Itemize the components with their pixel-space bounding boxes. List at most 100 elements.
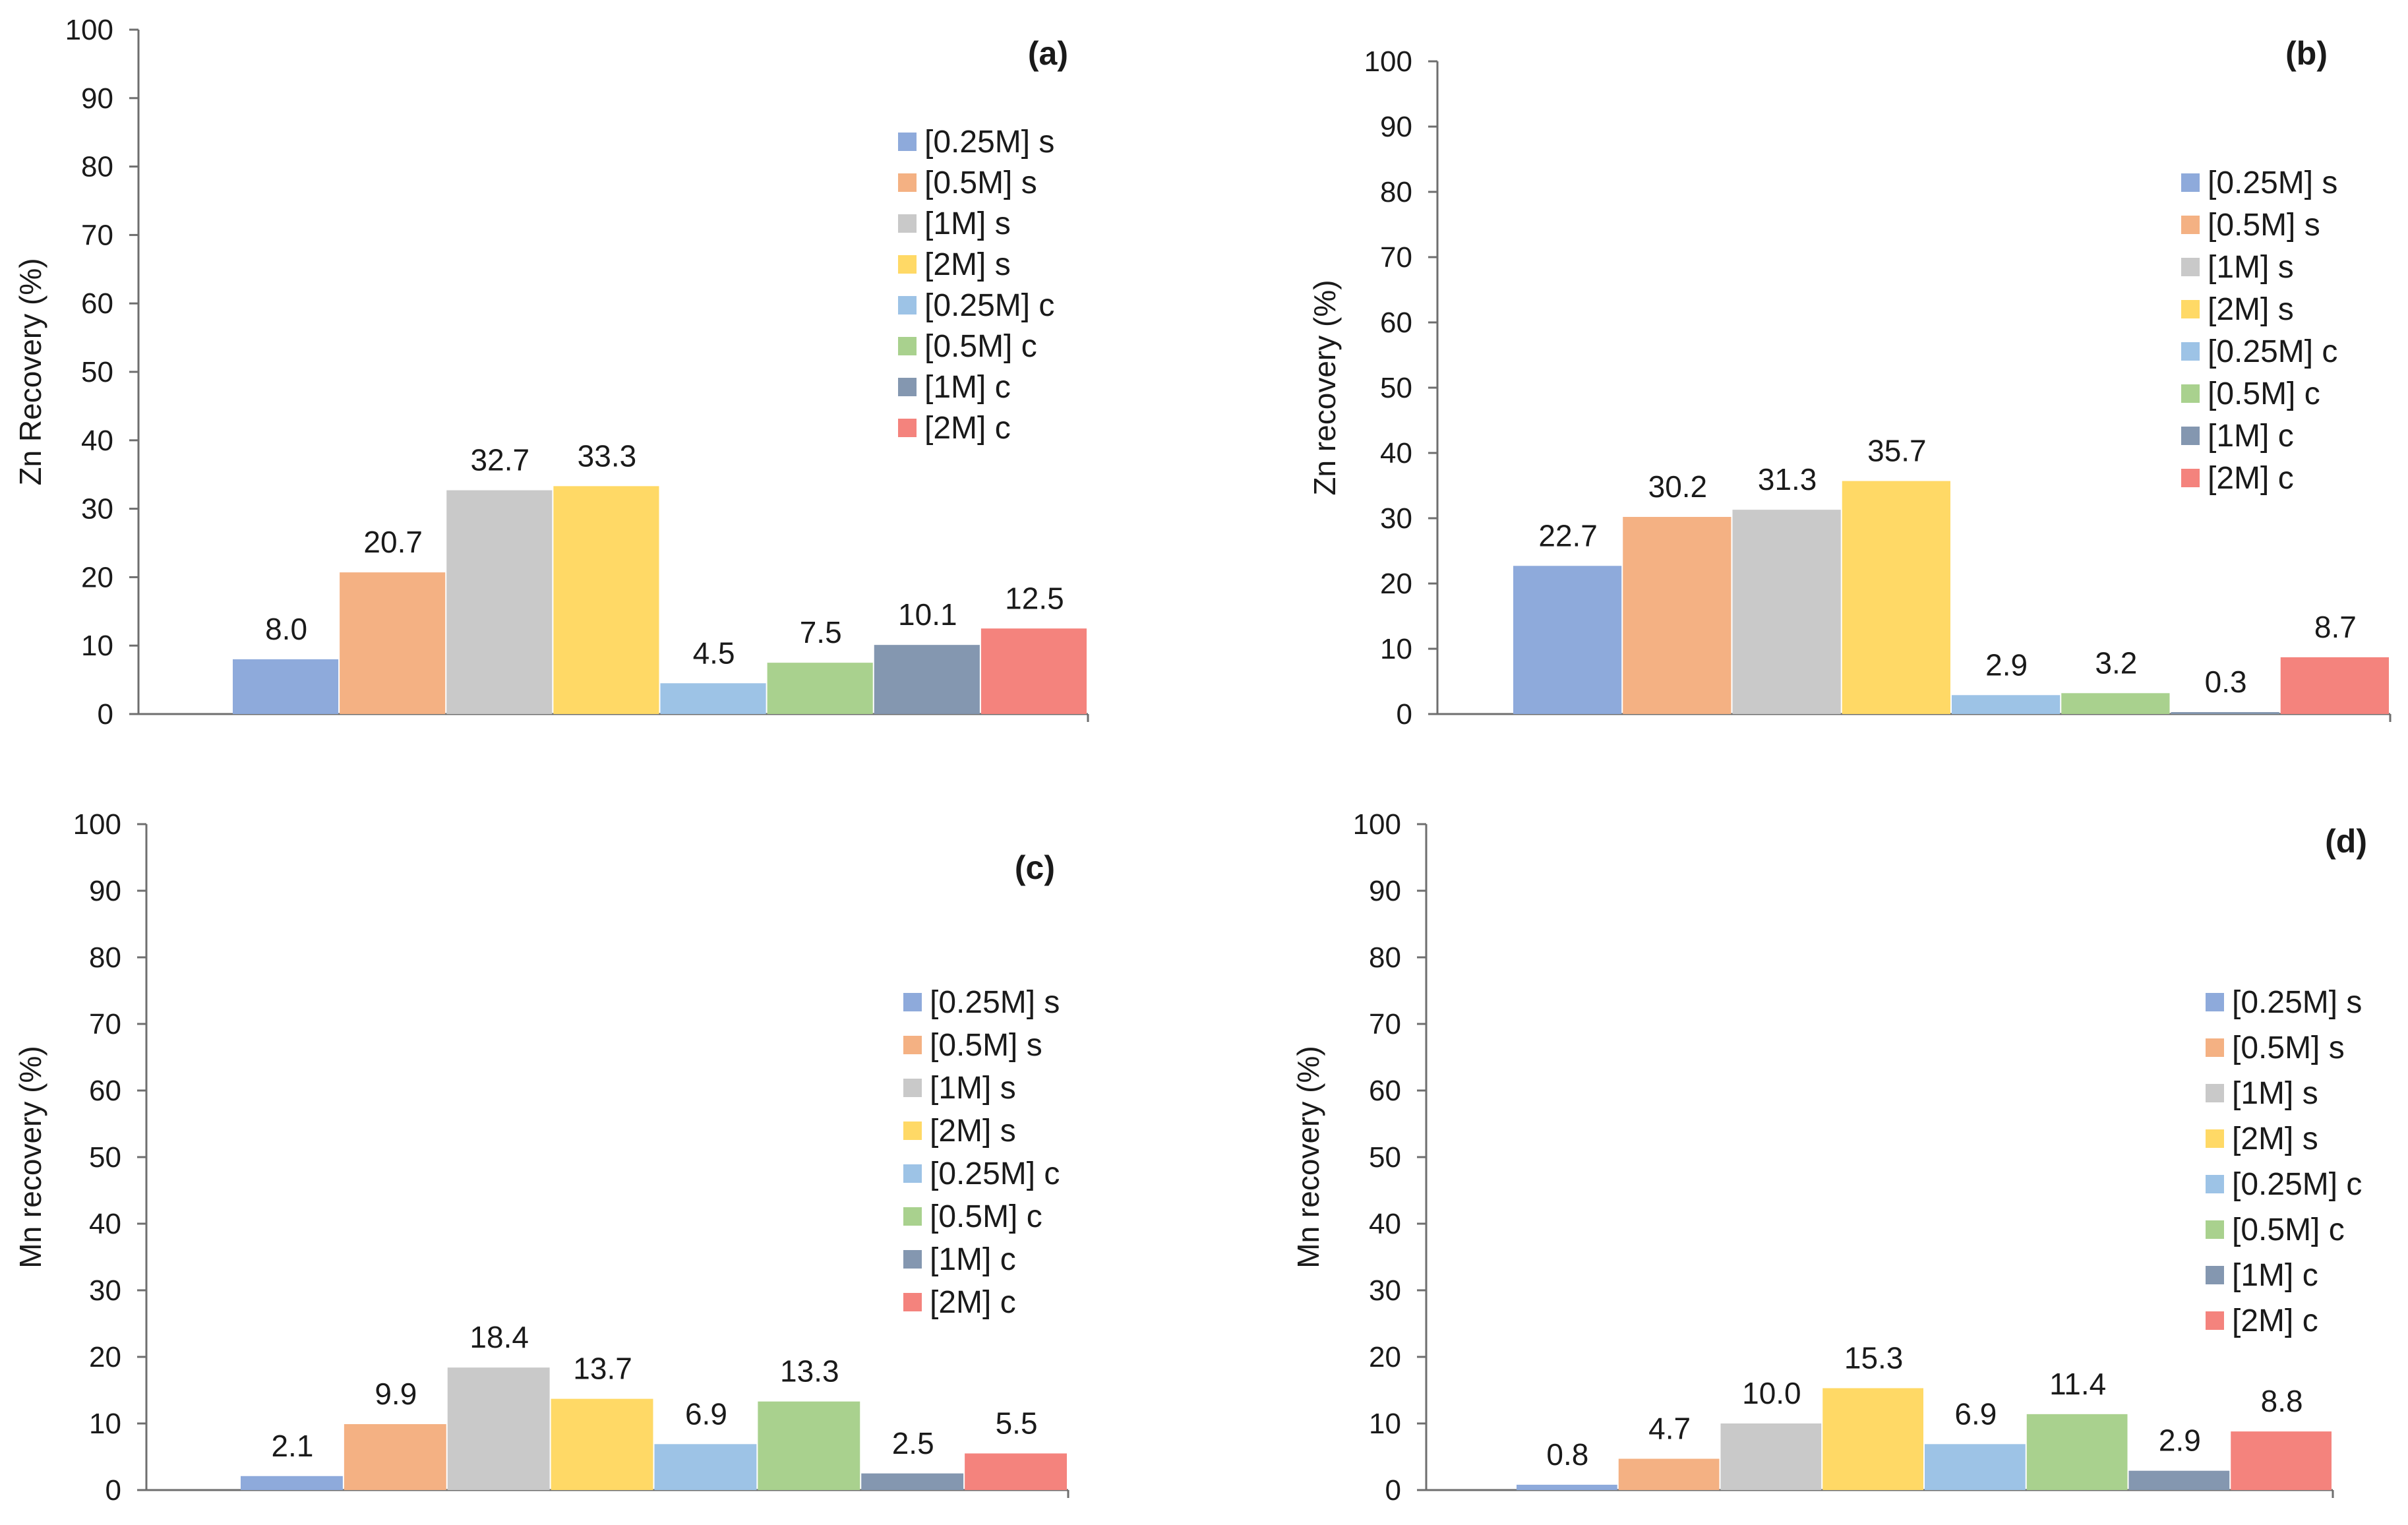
bar [2128,1470,2230,1490]
y-tick-label: 60 [1380,307,1412,339]
legend-swatch [903,1121,922,1140]
bar [2026,1414,2128,1490]
y-tick-label: 80 [1369,942,1401,974]
legend-label: [1M] c [2232,1258,2318,1293]
y-tick-label: 100 [1364,45,1412,78]
data-label: 32.7 [471,443,530,477]
y-tick-label: 30 [1369,1274,1401,1307]
legend-label: [0.25M] c [924,288,1054,323]
legend-swatch [2181,216,2200,234]
legend-swatch [898,255,917,274]
data-label: 10.0 [1742,1376,1801,1410]
legend-label: [0.25M] s [2208,165,2337,200]
y-axis-title: Mn recovery (%) [13,1046,47,1268]
bar [1517,1484,1617,1490]
legend-swatch [898,337,917,355]
legend-swatch [898,419,917,437]
y-tick-label: 100 [65,14,113,46]
bar [1842,481,1950,714]
bar [1925,1444,2026,1490]
bar [758,1401,860,1490]
y-tick-label: 20 [1380,568,1412,600]
bar [340,572,446,714]
legend-swatch [2206,1311,2224,1330]
y-tick-label: 50 [81,356,113,388]
legend-label: [1M] s [930,1071,1016,1106]
legend-swatch [2181,469,2200,487]
y-axis-title: Zn Recovery (%) [13,258,47,485]
y-tick-label: 50 [1369,1141,1401,1174]
legend-swatch [2181,384,2200,403]
panel-label: (a) [1028,35,1068,72]
bar [2061,693,2170,714]
legend-swatch [2206,1266,2224,1284]
data-label: 2.1 [271,1429,313,1463]
legend-label: [2M] s [2208,292,2294,327]
data-label: 0.8 [1546,1437,1588,1472]
legend-swatch [898,173,917,192]
data-label: 4.7 [1648,1412,1691,1446]
legend-swatch [898,296,917,314]
y-tick-label: 90 [81,82,113,115]
legend-swatch [898,378,917,396]
y-tick-label: 70 [81,219,113,251]
legend-swatch [903,1293,922,1311]
legend-label: [2M] s [930,1114,1016,1149]
y-tick-label: 40 [89,1208,121,1240]
legend-swatch [2206,1084,2224,1102]
data-label: 11.4 [2049,1367,2106,1401]
y-tick-label: 20 [81,561,113,593]
data-label: 13.7 [573,1352,632,1386]
legend-label: [2M] c [924,411,1011,446]
legend-label: [0.25M] s [924,125,1054,160]
legend-label: [0.5M] s [2232,1031,2345,1065]
data-label: 0.3 [2205,665,2247,699]
data-label: 35.7 [1867,434,1927,468]
legend-label: [0.25M] c [2208,334,2337,369]
data-label: 9.9 [375,1377,417,1411]
y-tick-label: 70 [1369,1008,1401,1040]
bar [447,1367,550,1490]
legend-swatch [903,1036,922,1054]
legend-label: [1M] c [924,370,1011,405]
legend-swatch [898,214,917,233]
y-tick-label: 40 [81,425,113,457]
bar [767,663,873,714]
y-tick-label: 70 [1380,241,1412,274]
legend-swatch [2206,1038,2224,1057]
bar [654,1444,757,1490]
legend-label: [0.5M] c [930,1199,1042,1234]
data-label: 18.4 [469,1320,529,1354]
legend-swatch [2181,427,2200,445]
bar [1623,517,1731,714]
y-axis-title: Mn recovery (%) [1291,1046,1325,1268]
legend-swatch [903,993,922,1011]
legend-label: [2M] c [930,1285,1016,1320]
data-label: 31.3 [1758,462,1817,496]
bar [1952,695,2061,714]
legend-label: [2M] c [2232,1303,2318,1338]
panel-label: (c) [1015,849,1055,886]
y-tick-label: 80 [81,151,113,183]
panel-label: (b) [2285,35,2328,72]
data-label: 8.8 [2261,1384,2303,1418]
data-label: 20.7 [363,525,423,559]
y-tick-label: 60 [81,287,113,320]
legend-label: [1M] c [2208,419,2294,454]
legend-swatch [2206,1220,2224,1239]
legend-label: [0.25M] c [2232,1167,2362,1202]
bar [233,659,339,714]
y-axis-title: Zn recovery (%) [1308,280,1342,495]
y-tick-label: 0 [105,1474,121,1507]
legend-label: [2M] s [924,247,1011,282]
bar [344,1424,446,1490]
legend-swatch [2206,993,2224,1011]
legend-swatch [903,1207,922,1226]
bar [551,1398,653,1490]
data-label: 33.3 [578,438,637,473]
legend-swatch [903,1250,922,1269]
legend-label: [0.25M] c [930,1156,1060,1191]
legend-label: [2M] s [2232,1121,2318,1156]
legend-swatch [2206,1129,2224,1148]
legend-swatch [898,133,917,151]
